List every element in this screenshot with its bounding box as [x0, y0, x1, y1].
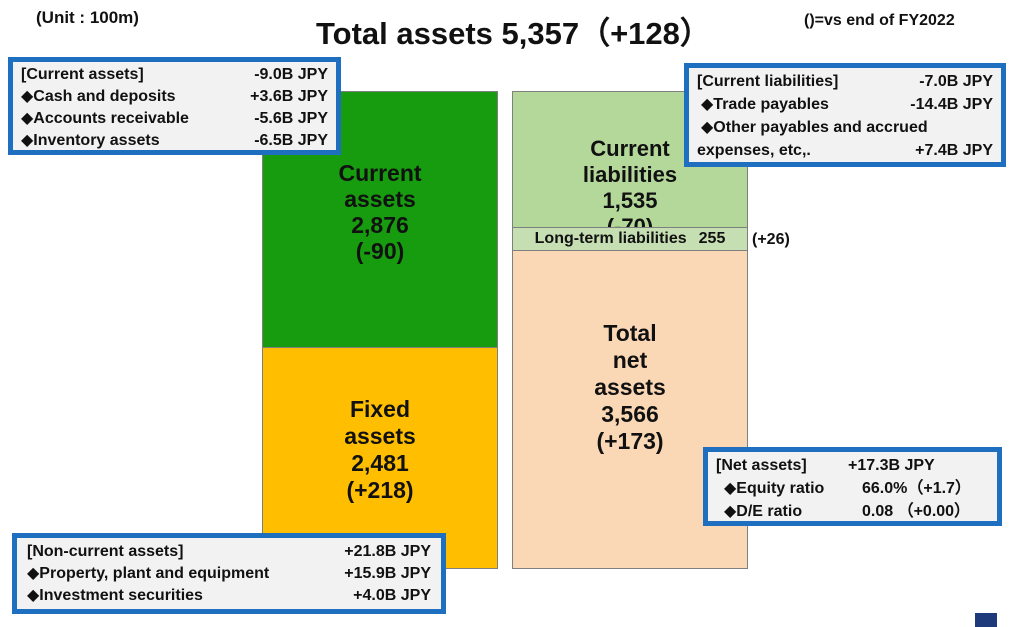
callout-row: ◆Other payables and accrued [697, 116, 993, 139]
current-assets-label-1: Current [338, 159, 422, 186]
long-term-liabilities-label: Long-term liabilities [534, 230, 687, 247]
callout-row: [Net assets] +17.3B JPY [716, 454, 989, 477]
long-term-liabilities-change: (+26) [752, 231, 790, 248]
callout-row-value: +3.6B JPY [250, 88, 328, 105]
callout-row: [Current assets] -9.0B JPY [21, 64, 328, 86]
callout-row-value: +4.0B JPY [353, 587, 431, 604]
non-current-assets-callout: [Non-current assets] +21.8B JPY ◆Property… [12, 533, 446, 614]
callout-row-value: 66.0%（+1.7） [862, 480, 971, 497]
callout-row-label: ◆Investment securities [27, 587, 203, 604]
callout-row-label: ◆Property, plant and equipment [27, 565, 270, 582]
callout-row: [Non-current assets] +21.8B JPY [27, 541, 431, 563]
callout-row: ◆Cash and deposits +3.6B JPY [21, 86, 328, 108]
long-term-liabilities-block: Long-term liabilities 255 [512, 227, 748, 251]
fixed-assets-block: Fixed assets 2,481 (+218) [262, 347, 498, 569]
net-assets-change: (+173) [596, 428, 664, 454]
page-title: Total assets 5,357（+128） [316, 16, 711, 51]
callout-row: [Current liabilities] -7.0B JPY [697, 70, 993, 93]
callout-row-value: 0.08 （+0.00） [862, 503, 971, 520]
callout-row-label: ◆D/E ratio [724, 503, 803, 520]
callout-row-value: -9.0B JPY [254, 66, 328, 83]
fixed-assets-change: (+218) [346, 477, 414, 503]
current-assets-callout: [Current assets] -9.0B JPY ◆Cash and depo… [8, 57, 341, 155]
net-assets-value: 3,566 [601, 401, 659, 427]
callout-row-label: [Current liabilities] [697, 73, 839, 90]
callout-row-label: ◆Accounts receivable [21, 110, 189, 127]
unit-label: (Unit : 100m) [36, 8, 139, 27]
net-assets-callout: [Net assets] +17.3B JPY ◆Equity ratio 66.0… [703, 447, 1002, 526]
current-assets-change: (-90) [355, 237, 405, 264]
current-assets-label-2: assets [344, 185, 416, 212]
callout-row: ◆Trade payables -14.4B JPY [697, 93, 993, 116]
callout-row: ◆Inventory assets -6.5B JPY [21, 130, 328, 152]
callout-row: ◆D/E ratio 0.08 （+0.00） [716, 500, 989, 523]
callout-row-label: [Current assets] [21, 66, 144, 83]
callout-row-label: ◆Equity ratio [724, 480, 825, 497]
callout-row-value: +15.9B JPY [344, 565, 431, 582]
fixed-assets-label-1: Fixed [349, 396, 411, 422]
callout-row-label: ◆Trade payables [701, 96, 829, 113]
current-liabilities-label-2: liabilities [582, 161, 678, 187]
callout-row-value: +17.3B JPY [848, 457, 935, 474]
callout-row-value: +7.4B JPY [915, 142, 993, 159]
callout-row-label: ◆Inventory assets [21, 132, 160, 149]
callout-row-value: -5.6B JPY [254, 110, 328, 127]
long-term-liabilities-value: 255 [698, 230, 726, 247]
callout-row-value: -6.5B JPY [254, 132, 328, 149]
page-number-tab [975, 613, 997, 627]
current-liabilities-label-1: Current [590, 135, 670, 161]
callout-row: expenses, etc,. +7.4B JPY [697, 139, 993, 162]
callout-row-label: ◆Cash and deposits [21, 88, 176, 105]
callout-row-label: expenses, etc,. [697, 142, 811, 159]
callout-row-label: [Non-current assets] [27, 543, 184, 560]
net-assets-label-2: net [612, 347, 648, 373]
callout-row-value: -7.0B JPY [919, 73, 993, 90]
net-assets-label-1: Total [603, 320, 657, 346]
callout-row-value: +21.8B JPY [344, 543, 431, 560]
net-assets-label-3: assets [594, 374, 666, 400]
fixed-assets-label-2: assets [344, 423, 416, 449]
callout-row: ◆Property, plant and equipment +15.9B JPY [27, 563, 431, 585]
callout-row: ◆Investment securities +4.0B JPY [27, 585, 431, 607]
current-assets-block: Current assets 2,876 (-90) [262, 91, 498, 348]
current-liabilities-value: 1,535 [602, 187, 658, 213]
callout-row: ◆Accounts receivable -5.6B JPY [21, 108, 328, 130]
callout-row-label: ◆Other payables and accrued [701, 119, 928, 136]
comparison-note: ()=vs end of FY2022 [804, 12, 955, 29]
callout-row-label: [Net assets] [716, 457, 807, 474]
current-assets-value: 2,876 [351, 211, 409, 238]
current-liabilities-callout: [Current liabilities] -7.0B JPY ◆Trade pa… [684, 63, 1006, 167]
callout-row-value: -14.4B JPY [910, 96, 993, 113]
fixed-assets-value: 2,481 [351, 450, 409, 476]
callout-row: ◆Equity ratio 66.0%（+1.7） [716, 477, 989, 500]
